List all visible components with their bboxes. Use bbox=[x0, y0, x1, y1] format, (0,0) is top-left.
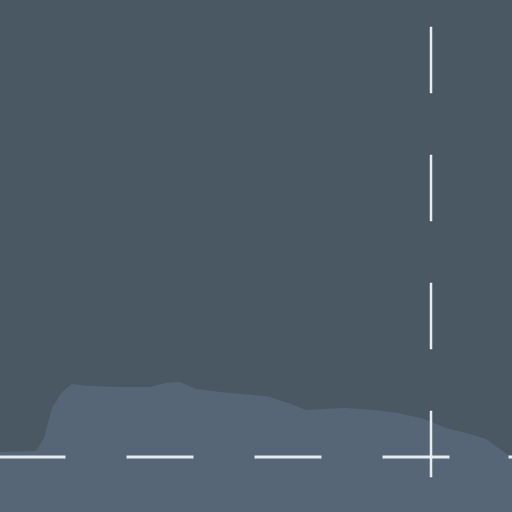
viewport-canvas bbox=[0, 0, 512, 512]
scene-svg bbox=[0, 0, 512, 512]
